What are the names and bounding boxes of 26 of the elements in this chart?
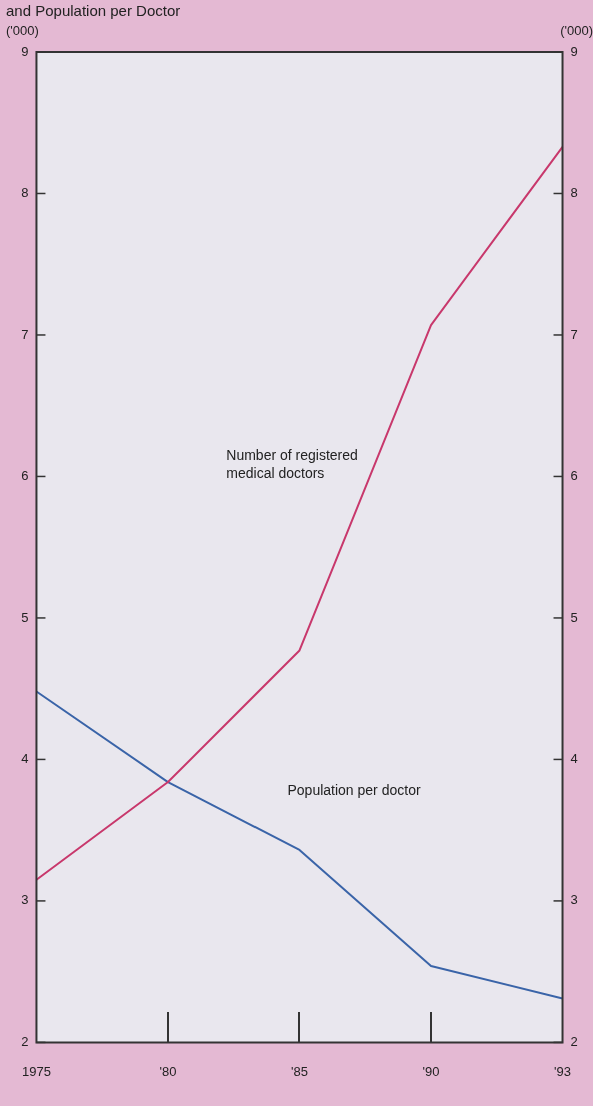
x-tick-label: '85: [291, 1063, 308, 1079]
y-tick-label: 8: [21, 185, 29, 201]
y-tick-label: 4: [21, 751, 29, 767]
y2-tick-label: 3: [570, 892, 578, 908]
x-tick-label: '90: [422, 1063, 440, 1079]
y-tick-label: 2: [21, 1033, 29, 1049]
y-tick-label: 9: [21, 43, 29, 59]
chart-title: and Population per Doctor: [6, 1, 181, 19]
x-tick-label: 1975: [22, 1063, 51, 1079]
y-tick-label: 5: [21, 609, 29, 625]
y2-axis-title: ('000): [560, 23, 593, 39]
series-label: Number of registered medical doctors: [226, 447, 358, 482]
y2-tick-label: 5: [570, 609, 578, 625]
y-axis-title: ('000): [6, 23, 39, 39]
x-tick-label: '80: [159, 1063, 177, 1079]
y2-tick-label: 2: [570, 1033, 578, 1049]
y2-tick-label: 9: [570, 43, 578, 59]
y2-tick-label: 7: [570, 326, 578, 342]
y-tick-label: 3: [21, 892, 29, 908]
y-tick-label: 6: [21, 468, 29, 484]
y-tick-label: 7: [21, 326, 29, 342]
text: Population per doctor: [287, 781, 421, 798]
y2-tick-label: 6: [570, 468, 578, 484]
y2-tick-label: 8: [570, 185, 578, 201]
x-tick-label: '93: [554, 1063, 572, 1079]
y2-tick-label: 4: [570, 751, 578, 767]
